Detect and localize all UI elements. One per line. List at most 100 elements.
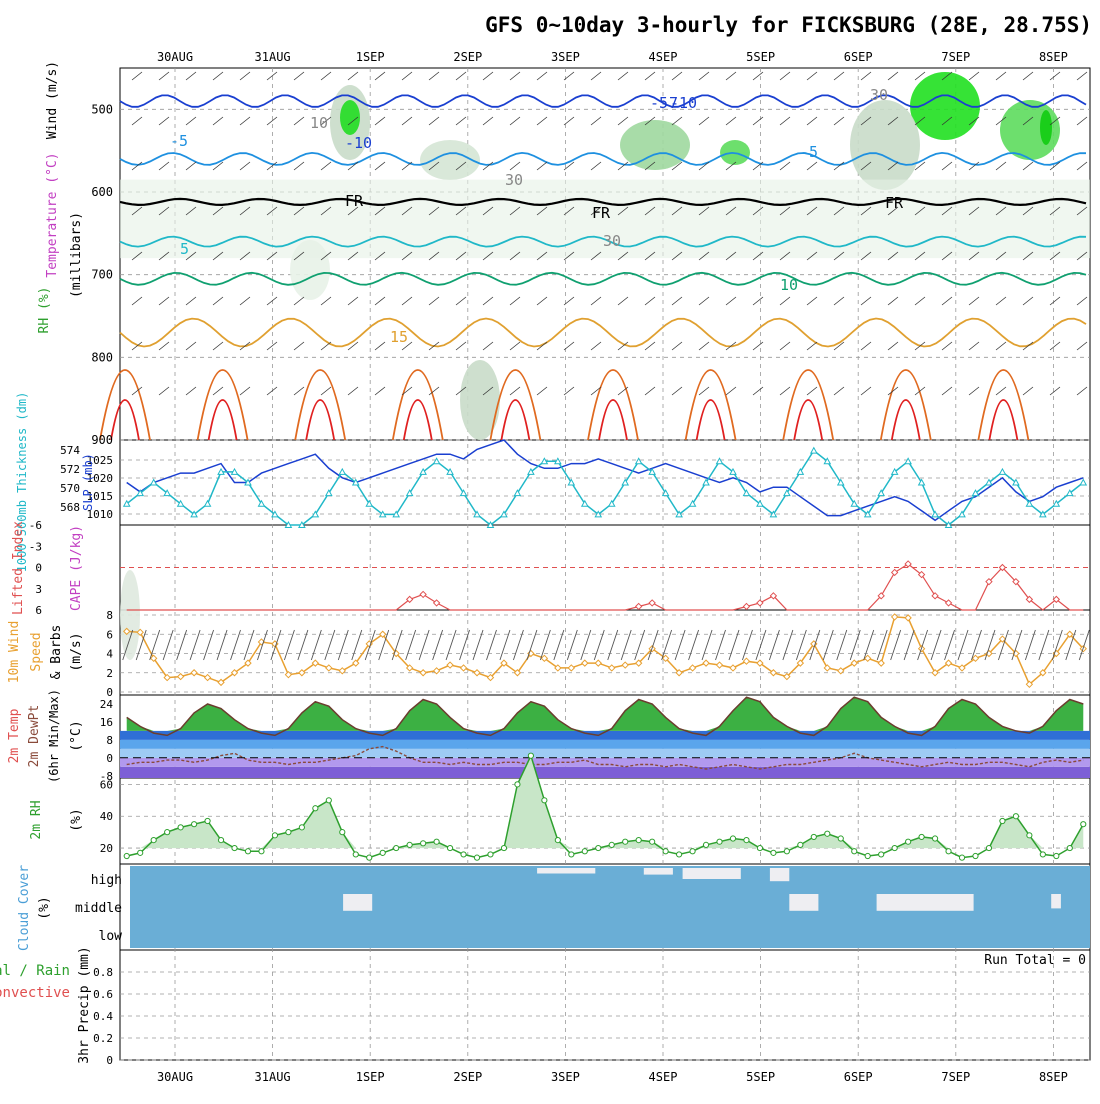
wind-barb [131,386,143,396]
wind-barb [374,341,386,351]
wind-speed-point [190,669,198,677]
wind-barb [860,296,872,306]
cloud-level-label: high [91,873,122,888]
wind-barb [455,71,467,81]
thickness-point [486,520,495,528]
wind-barb [860,161,872,171]
wind10m-barb [539,629,551,661]
temp-ytick: 8 [106,734,113,747]
wind-speed-point [971,654,980,663]
wind-barb [212,206,224,216]
thickness-point [823,457,832,465]
wind-barb [158,296,170,306]
wind-barb [131,251,143,261]
wind10m-barb [216,629,228,661]
wind-barb [752,71,764,81]
wind-barb [914,161,926,171]
wind10m-barb [768,629,780,661]
contour-label: FR [345,192,364,210]
wind-barb [185,341,197,351]
temp-color-band [120,757,1090,767]
wind-barb [482,251,494,261]
wind-speed-point [379,630,387,638]
isotherm-minus5 [119,151,1087,166]
thickness-point [513,489,522,497]
wind-speed-point [661,654,670,663]
temp-fill [126,697,1084,731]
rh2m-point [1053,852,1060,860]
wind-barb [860,116,872,126]
wind-barb [185,386,197,396]
wind-barb [887,206,899,216]
wind-speed-point [1039,669,1047,677]
lifted-index-point [769,592,778,600]
wind-barb [914,116,926,126]
label-cloud-unit: (%) [37,896,52,919]
precip-ytick: 0.8 [93,966,113,979]
rh-shade-area [620,120,690,170]
isotherm-plus20 [879,369,932,441]
thickness-line [126,449,1084,526]
wind-barb [617,386,629,396]
wind-barb [401,296,413,306]
wind-barb [212,71,224,81]
thickness-point [1052,499,1061,507]
wind-barb [1022,116,1034,126]
wind10m-barb [836,629,848,661]
wind-barb [266,71,278,81]
wind-barb [941,116,953,126]
wind-barb [806,71,818,81]
wind-barb [293,116,305,126]
wind-barb [698,206,710,216]
wind-barb [482,161,494,171]
wind-barb [509,251,521,261]
wind-ytick: 2 [106,667,113,680]
wind-barb [617,161,629,171]
thickness-ytick: 568 [60,501,80,514]
label-minmax: (6hr Min/Max) [47,689,61,783]
wind-barb [1076,341,1088,351]
rh2m-point [352,851,359,858]
thickness-point [742,489,751,497]
wind-barb [536,116,548,126]
thickness-point [715,457,724,465]
wind-speed-point [405,664,414,672]
wind-speed-point [675,669,683,677]
wind-barb [941,296,953,306]
rh2m-point [554,837,561,844]
wind-barb [320,296,332,306]
temp-line [126,696,1084,737]
wind-barb [941,206,953,216]
rh2m-point [1066,844,1073,852]
wind10m-barb [162,629,174,661]
wind-barb [428,386,440,396]
wind-barb [455,341,467,351]
isotherm-plus20 [587,369,639,441]
label-lifted-index: Lifted Index [11,521,26,615]
rh2m-point [743,837,750,844]
cloud-gap [537,868,596,874]
thickness-point [769,510,778,518]
wind-barb [374,296,386,306]
wind-barb [374,386,386,396]
isotherm-plus15 [119,317,1087,348]
wind-speed-point [864,654,872,663]
wind-barb [1076,251,1088,261]
wind-barb [347,161,359,171]
wind-barb [914,296,926,306]
wind-speed-point [217,678,225,687]
wind-barb [293,71,305,81]
rh2m-point [1012,813,1020,820]
rh2m-point [433,838,440,845]
wind-speed-point [850,659,858,667]
wind-barb [293,251,305,261]
wind-barb [941,251,953,261]
run-total: Run Total = 0 [984,953,1086,968]
wind-speed-point [958,664,966,672]
slp-ytick: 1025 [87,454,114,467]
wind10m-barb [809,629,821,661]
wind10m-barb [526,629,538,661]
axis-labels: 30AUG 30AUG 31AUG 31AUG 1SEP 1SEP 2SEP 2SEP 3SEP… [0,50,1068,1084]
wind10m-barb [337,629,349,661]
